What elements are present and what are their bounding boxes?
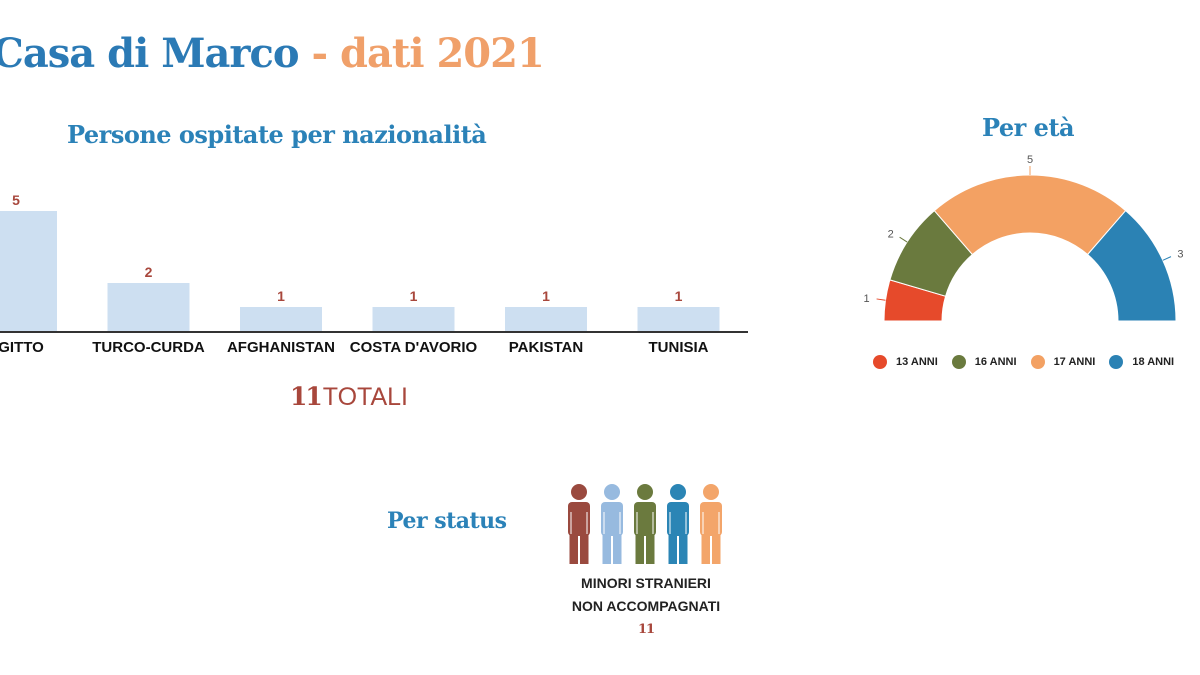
legend-label: 16 ANNI [974, 356, 1017, 368]
bar-value-label: 1 [277, 288, 285, 304]
bar-value-label: 1 [542, 288, 550, 304]
donut-leader-line [899, 236, 908, 243]
age-donut-chart: 1 2 5 3 [864, 154, 1183, 322]
donut-value-label: 1 [864, 293, 870, 305]
x-tick-label: TUNISIA [649, 339, 709, 356]
legend-item: 18 ANNI [1109, 355, 1174, 369]
title-main: Casa di Marco [0, 30, 300, 77]
age-chart-heading: Per età [982, 113, 1075, 142]
page-title: Casa di Marco - dati 2021 [0, 30, 545, 77]
nationality-chart-heading: Persone ospitate per nazionalità [67, 120, 487, 149]
donut-value-label: 3 [1177, 249, 1183, 261]
bar [505, 307, 587, 331]
bar [0, 211, 57, 331]
donut-value-label: 5 [1027, 154, 1033, 166]
bar-value-label: 1 [675, 288, 683, 304]
person-icon [601, 484, 623, 564]
x-tick-label: TURCO-CURDA [92, 339, 205, 356]
person-icon [700, 484, 722, 564]
donut-leader-line [1162, 256, 1172, 261]
title-separator: - [298, 30, 340, 77]
legend-label: 17 ANNI [1053, 356, 1096, 368]
people-icons [568, 484, 722, 564]
legend-label: 18 ANNI [1132, 356, 1175, 368]
bar-value-label: 1 [410, 288, 418, 304]
status-heading: Per status [387, 508, 507, 534]
legend-item: 13 ANNI [873, 355, 938, 369]
legend-item: 16 ANNI [951, 355, 1017, 369]
bar-value-label: 5 [12, 192, 20, 208]
legend-swatch [1030, 355, 1045, 369]
status-label: MINORI STRANIERI NON ACCOMPAGNATI 11 [560, 572, 732, 641]
status-label-line2: NON ACCOMPAGNATI [571, 598, 721, 614]
donut-slice [933, 174, 1127, 256]
person-icon [634, 484, 656, 564]
donut-leader-line [876, 298, 886, 301]
age-legend: 13 ANNI 16 ANNI 17 ANNI 18 ANNI [873, 355, 1174, 369]
legend-item: 17 ANNI [1030, 355, 1096, 369]
x-tick-label: COSTA D'AVORIO [350, 339, 478, 356]
status-label-line1: MINORI STRANIERI [581, 575, 711, 591]
person-icon [667, 484, 689, 564]
total-text: TOTALI [322, 383, 409, 411]
nationality-bar-chart: 5 EGITTO 2 TURCO-CURDA 1 AFGHANISTAN 1 COSTA D'… [0, 192, 748, 356]
bar [637, 307, 720, 331]
donut-slice [1086, 209, 1177, 322]
bar-value-label: 2 [145, 264, 153, 280]
total-number: 11 [290, 382, 323, 411]
status-count: 11 [637, 622, 655, 637]
title-year: dati 2021 [339, 30, 545, 77]
legend-swatch [1109, 355, 1124, 369]
person-icon [568, 484, 590, 564]
x-tick-label: EGITTO [0, 339, 44, 356]
bar [107, 283, 190, 331]
legend-swatch [951, 355, 966, 369]
total-label: 11TOTALI [290, 382, 408, 412]
bar [240, 307, 322, 331]
legend-label: 13 ANNI [896, 356, 938, 368]
legend-swatch [873, 355, 887, 369]
x-tick-label: PAKISTAN [509, 339, 583, 356]
x-tick-label: AFGHANISTAN [227, 339, 335, 356]
bar [372, 307, 455, 331]
donut-value-label: 2 [888, 228, 894, 240]
